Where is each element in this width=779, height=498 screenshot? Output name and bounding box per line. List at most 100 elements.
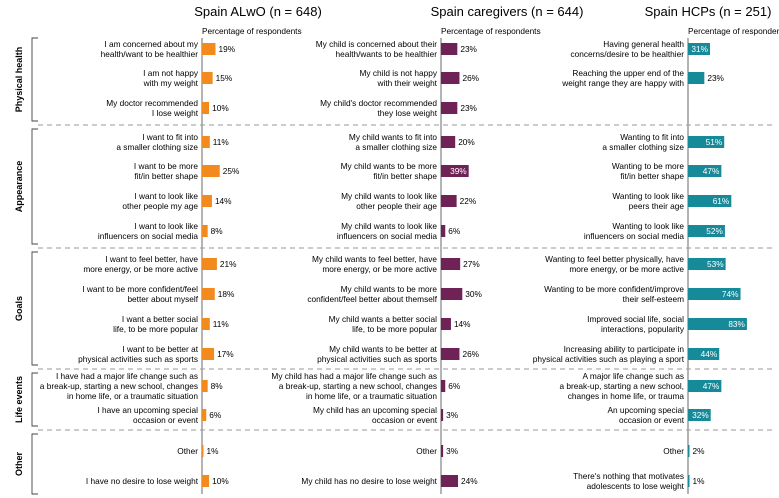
group-bracket (31, 37, 38, 122)
data-label: 53% (707, 259, 724, 269)
data-label: 19% (218, 44, 235, 54)
data-label: 18% (218, 289, 235, 299)
bar (441, 318, 451, 330)
row-label: I want to fit into (142, 132, 198, 142)
row-label: occasion or event (619, 415, 685, 425)
panel-subtitle: Percentage of respondents (688, 26, 779, 36)
row-label: Wanting to be more (612, 161, 684, 171)
bar (688, 165, 722, 177)
data-label: 52% (706, 226, 723, 236)
data-label: 27% (463, 259, 480, 269)
group-bracket (31, 372, 38, 427)
data-label: 83% (728, 319, 745, 329)
row-label: My child has an upcoming special (313, 405, 437, 415)
row-label: adolescents to lose weight (587, 481, 685, 491)
row-label: health/wants to be healthier (336, 49, 438, 59)
row-label: My child wants to feel better, have (312, 254, 437, 264)
data-label: 32% (692, 410, 709, 420)
bar (441, 288, 463, 300)
data-label: 47% (703, 381, 720, 391)
group-bracket (31, 128, 38, 245)
bar (688, 195, 732, 207)
row-label: My child has had a major life change suc… (271, 371, 437, 381)
group-bracket (31, 433, 38, 495)
row-label: influencers on social media (337, 231, 437, 241)
data-label: 6% (448, 226, 461, 236)
data-label: 11% (213, 137, 230, 147)
row-label: more energy, or be more active (83, 264, 198, 274)
bar (688, 348, 720, 360)
data-label: 2% (693, 446, 706, 456)
bar (202, 475, 210, 487)
row-label: physical activities such as sports (78, 354, 198, 364)
row-label: My child's doctor recommended (320, 98, 437, 108)
row-label: I want to look like (134, 221, 198, 231)
row-label: in home life, or a traumatic situation (306, 391, 437, 401)
row-label: a smaller clothing size (116, 142, 198, 152)
row-label: fit/in better shape (134, 171, 198, 181)
row-label: My child wants a better social (329, 314, 438, 324)
data-label: 61% (713, 196, 730, 206)
data-label: 23% (460, 44, 477, 54)
row-label: life, to be more popular (352, 324, 437, 334)
bar (441, 445, 444, 457)
row-label: a break-up, starting a new school, chang… (279, 381, 437, 391)
data-label: 74% (722, 289, 739, 299)
bar (688, 380, 722, 392)
data-label: 39% (450, 166, 467, 176)
group-label: Life events (14, 376, 24, 423)
bar (202, 380, 208, 392)
data-label: 30% (465, 289, 482, 299)
row-label: Improved social life, social (587, 314, 684, 324)
bar (202, 102, 210, 114)
bar (441, 409, 444, 421)
row-label: their self-esteem (623, 294, 684, 304)
row-label: other people my age (122, 201, 198, 211)
row-label: Other (663, 446, 684, 456)
row-label: a smaller clothing size (602, 142, 684, 152)
row-label: My child has no desire to lose weight (301, 476, 437, 486)
row-label: Other (177, 446, 198, 456)
row-label: they lose weight (378, 108, 438, 118)
row-label: a break-up, starting a new school, (559, 381, 684, 391)
bar (688, 288, 741, 300)
row-label: I have had a major life change such as (56, 371, 198, 381)
row-label: I want to be better at (122, 344, 198, 354)
row-label: I lose weight (152, 108, 199, 118)
row-label: I want to feel better, have (105, 254, 198, 264)
data-label: 22% (460, 196, 477, 206)
bar (202, 409, 207, 421)
row-label: a smaller clothing size (355, 142, 437, 152)
data-label: 10% (212, 103, 229, 113)
data-label: 20% (458, 137, 475, 147)
row-label: interactions, popularity (601, 324, 685, 334)
data-label: 8% (211, 226, 224, 236)
bar (441, 165, 469, 177)
row-label: Wanting to feel better physically, have (545, 254, 684, 264)
data-label: 8% (211, 381, 224, 391)
bar (202, 136, 210, 148)
row-label: influencers on social media (584, 231, 684, 241)
bar (688, 258, 726, 270)
bar (202, 165, 220, 177)
bar (202, 72, 213, 84)
row-label: My doctor recommended (106, 98, 198, 108)
row-label: Wanting to look like (612, 221, 684, 231)
row-label: I have an upcoming special (97, 405, 198, 415)
bar (202, 445, 204, 457)
panel-title: Spain caregivers (n = 644) (431, 4, 584, 19)
row-label: peers their age (629, 201, 685, 211)
row-label: I am not happy (143, 68, 199, 78)
data-label: 26% (462, 349, 479, 359)
row-label: occasion or event (372, 415, 438, 425)
row-label: confident/feel better about themself (307, 294, 437, 304)
row-label: concerns/desire to be healthier (571, 49, 685, 59)
row-label: My child wants to be more (341, 284, 438, 294)
bar (688, 136, 725, 148)
bar (441, 475, 459, 487)
row-label: I am concerned about my (104, 39, 198, 49)
data-label: 17% (217, 349, 234, 359)
data-label: 1% (693, 476, 706, 486)
data-label: 11% (213, 319, 230, 329)
